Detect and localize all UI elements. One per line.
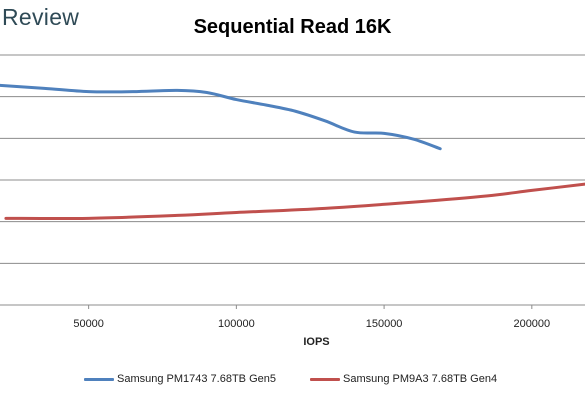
x-axis-label: IOPS [303,336,329,348]
legend-swatch [310,377,340,381]
legend-swatch [84,377,114,381]
x-tick-label: 100000 [218,318,255,330]
x-tick-label: 200000 [513,318,550,330]
legend: Samsung PM1743 7.68TB Gen5 Samsung PM9A3… [0,373,585,389]
chart-title: Sequential Read 16K [193,16,392,38]
gridlines [0,54,585,306]
series-line-1 [0,83,442,151]
x-tick-label: 50000 [73,318,104,330]
legend-item-series-1: Samsung PM1743 7.68TB Gen5 [84,373,276,385]
series-lines [0,83,585,221]
x-tick-label: 150000 [366,318,403,330]
legend-label: Samsung PM1743 7.68TB Gen5 [117,373,276,385]
legend-item-series-2: Samsung PM9A3 7.68TB Gen4 [310,373,497,385]
legend-label: Samsung PM9A3 7.68TB Gen4 [343,373,498,385]
x-tick-labels: 50000 100000 150000 200000 [73,305,550,330]
brand-logo-text: Review [2,4,80,30]
series-line-2 [4,182,585,221]
